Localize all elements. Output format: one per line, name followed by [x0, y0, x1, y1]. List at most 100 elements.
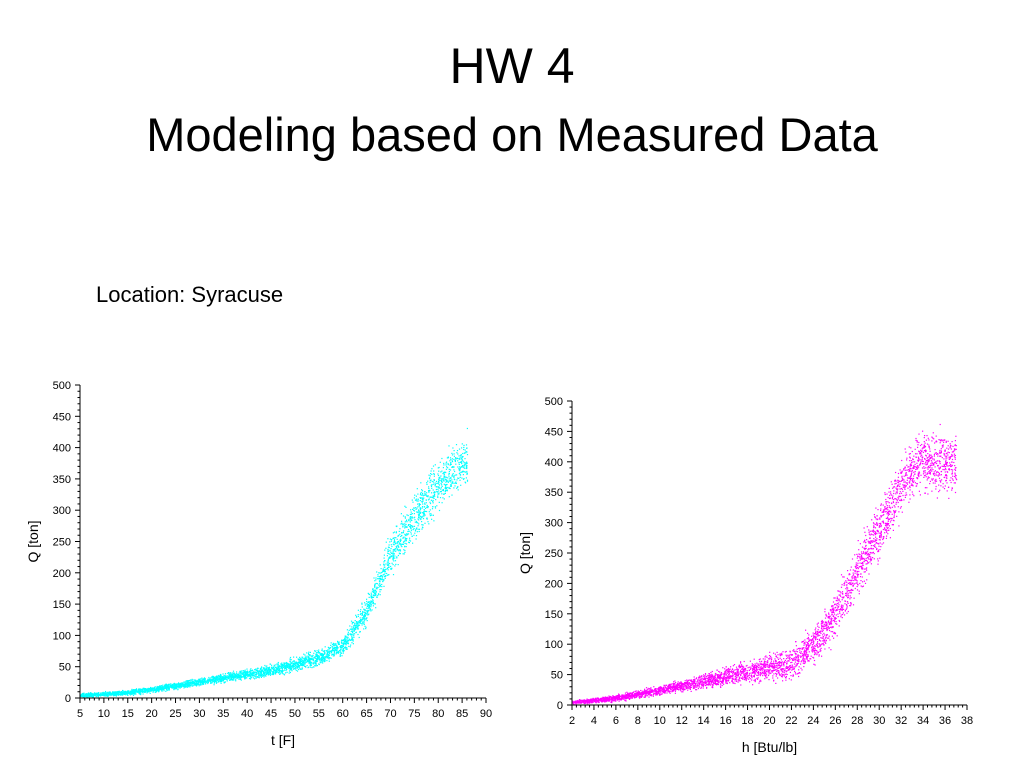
data-point	[289, 660, 291, 662]
data-point	[415, 521, 418, 523]
data-point	[394, 542, 396, 544]
data-point	[86, 696, 88, 698]
data-point	[451, 482, 454, 484]
data-point	[902, 484, 904, 486]
data-point	[415, 507, 417, 509]
data-point	[415, 538, 417, 540]
data-point	[352, 638, 354, 641]
data-point	[264, 670, 267, 672]
data-point	[929, 457, 931, 460]
data-point	[396, 546, 398, 548]
data-point	[374, 586, 376, 589]
data-point	[283, 669, 286, 671]
data-point	[221, 680, 223, 682]
data-point	[870, 545, 872, 547]
data-point	[255, 673, 257, 675]
data-point	[151, 687, 153, 690]
data-point	[269, 663, 271, 665]
data-point	[444, 476, 446, 478]
data-point	[353, 636, 355, 638]
data-point	[387, 538, 389, 540]
data-point	[236, 673, 238, 675]
data-point	[451, 479, 453, 481]
data-point	[108, 691, 110, 693]
data-point	[401, 522, 403, 524]
data-point	[403, 540, 405, 543]
data-point	[108, 693, 111, 695]
data-point	[265, 668, 267, 670]
data-point	[424, 522, 426, 524]
data-point	[921, 443, 923, 446]
data-point	[840, 606, 843, 609]
data-point	[115, 695, 117, 697]
data-point	[214, 677, 216, 679]
data-point	[332, 642, 334, 644]
data-point	[158, 690, 160, 692]
data-point	[388, 574, 390, 576]
data-point	[659, 688, 661, 690]
data-point	[359, 631, 361, 633]
data-point	[210, 679, 212, 681]
data-point	[466, 447, 468, 449]
data-point	[333, 647, 335, 649]
data-point	[364, 611, 366, 614]
data-point	[771, 671, 773, 673]
data-point	[379, 576, 381, 578]
data-point	[370, 601, 372, 603]
data-point	[394, 537, 396, 539]
data-point	[269, 666, 271, 668]
data-point	[169, 685, 172, 687]
data-point	[404, 537, 406, 539]
data-point	[405, 523, 407, 526]
data-point	[268, 669, 270, 671]
data-point	[354, 624, 356, 626]
data-point	[876, 539, 878, 541]
data-point	[362, 618, 364, 620]
data-point	[449, 457, 452, 459]
data-point	[403, 530, 405, 532]
data-point	[250, 670, 252, 672]
data-point	[122, 693, 124, 695]
data-point	[458, 462, 460, 464]
data-point	[149, 689, 151, 691]
data-point	[171, 687, 173, 689]
data-point	[181, 682, 183, 684]
data-point	[299, 659, 301, 661]
data-point	[168, 683, 170, 685]
data-point	[224, 676, 226, 679]
data-point	[402, 541, 405, 543]
data-point	[283, 674, 286, 676]
data-point	[421, 507, 423, 509]
data-point	[371, 597, 373, 599]
data-point	[462, 465, 464, 467]
data-point	[457, 489, 459, 491]
data-point	[139, 688, 141, 690]
data-point	[276, 671, 278, 673]
data-point	[446, 461, 448, 463]
data-point	[172, 684, 174, 686]
data-point	[436, 505, 438, 507]
data-point	[450, 485, 452, 487]
data-point	[296, 663, 298, 665]
data-point	[420, 497, 422, 499]
data-point	[324, 660, 326, 662]
data-point	[461, 477, 463, 479]
data-point	[327, 651, 329, 653]
data-point	[717, 680, 719, 682]
data-point	[325, 656, 328, 658]
y-tick-label: 350	[53, 474, 71, 486]
data-point	[246, 673, 248, 675]
data-point	[381, 576, 384, 578]
data-point	[160, 685, 162, 687]
data-point	[392, 549, 394, 551]
data-point	[277, 665, 279, 668]
data-point	[285, 672, 287, 674]
data-point	[248, 673, 250, 675]
data-point	[427, 496, 429, 498]
data-point	[383, 579, 385, 581]
data-point	[417, 528, 419, 530]
data-point	[791, 654, 793, 656]
data-point	[346, 641, 348, 644]
data-point	[107, 694, 109, 696]
data-point	[145, 689, 147, 692]
